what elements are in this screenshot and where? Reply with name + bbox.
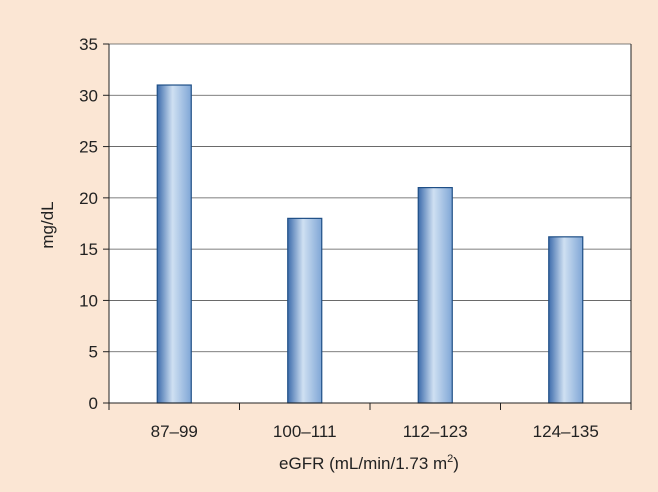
x-tick-label: 87–99 — [151, 422, 198, 441]
y-tick-label: 10 — [79, 291, 98, 310]
y-tick-label: 5 — [89, 343, 98, 362]
x-axis-title-superscript: 2 — [447, 453, 453, 465]
x-tick-label: 124–135 — [533, 422, 599, 441]
y-axis-title: mg/dL — [38, 201, 57, 248]
y-tick-label: 0 — [89, 394, 98, 413]
y-tick-label: 20 — [79, 189, 98, 208]
axes: 0 5 10 15 20 25 30 35 87–99 100–111 112–123 124–135 — [79, 35, 632, 441]
bar — [156, 84, 192, 404]
y-tick-label: 30 — [79, 86, 98, 105]
x-tick-label: 112–123 — [403, 422, 468, 441]
x-axis-title-suffix: ) — [453, 454, 459, 473]
x-axis-title: eGFR (mL/min/1.73 m2) — [279, 453, 459, 473]
x-tick-label: 100–111 — [273, 422, 337, 441]
y-tick-label: 15 — [79, 240, 98, 259]
bar — [417, 187, 453, 404]
bar — [287, 217, 323, 404]
y-tick-label: 25 — [79, 138, 98, 157]
plot-area — [109, 44, 631, 403]
gridlines — [109, 43, 631, 353]
y-tick-label: 35 — [79, 35, 98, 54]
bar — [548, 236, 584, 404]
x-axis-title-main: eGFR (mL/min/1.73 m — [279, 454, 447, 473]
